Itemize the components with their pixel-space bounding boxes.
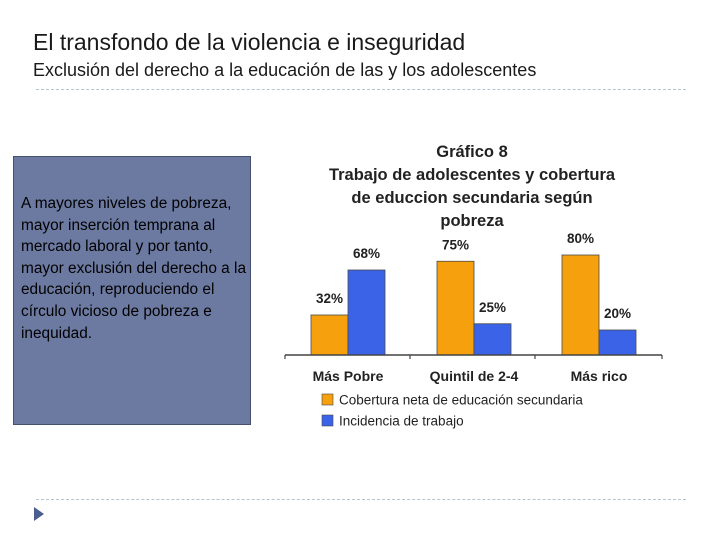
chart-title: Gráfico 8 Trabajo de adolescentes y cober… [329, 143, 616, 230]
legend-swatch [321, 414, 334, 427]
legend-label: Cobertura neta de educación secundaria [339, 393, 583, 408]
bar-trabajo [473, 323, 512, 356]
bottom-divider [36, 499, 686, 500]
legend-swatch [321, 393, 334, 406]
top-divider [36, 89, 686, 90]
page-title: El transfondo de la violencia e inseguri… [33, 29, 466, 55]
chart-bars [310, 254, 637, 356]
bar-value-label: 68% [353, 246, 380, 261]
bar-trabajo [347, 269, 386, 356]
bar-value-label: 25% [479, 300, 506, 315]
bullet-arrow-icon [34, 507, 44, 521]
bar-value-label: 80% [567, 231, 594, 246]
bar-value-label: 75% [442, 237, 469, 252]
legend-label: Incidencia de trabajo [339, 414, 464, 429]
chart-title-line: pobreza [440, 212, 504, 230]
chart-title-line: Gráfico 8 [436, 143, 508, 161]
page-subtitle: Exclusión del derecho a la educación de … [33, 60, 537, 80]
chart-title-line: Trabajo de adolescentes y cobertura [329, 166, 616, 184]
side-text: A mayores niveles de pobreza, mayor inse… [21, 195, 246, 342]
chart-legend: Cobertura neta de educación secundaria In… [321, 393, 583, 429]
category-label: Más Pobre [313, 368, 384, 384]
bar-cobertura [561, 254, 600, 356]
bar-value-label: 20% [604, 306, 631, 321]
category-label: Más rico [571, 368, 628, 384]
bar-trabajo [598, 329, 637, 356]
bar-cobertura [436, 260, 475, 356]
chart-title-line: de educcion secundaria según [351, 189, 592, 207]
chart-axis: Más Pobre Quintil de 2-4 Más rico [284, 354, 663, 384]
side-text-box: A mayores niveles de pobreza, mayor inse… [13, 156, 251, 425]
bar-value-label: 32% [316, 291, 343, 306]
chart-value-labels: 32% 68% 75% 25% 80% 20% [316, 231, 631, 321]
category-label: Quintil de 2-4 [430, 368, 519, 384]
bar-cobertura [310, 314, 349, 356]
